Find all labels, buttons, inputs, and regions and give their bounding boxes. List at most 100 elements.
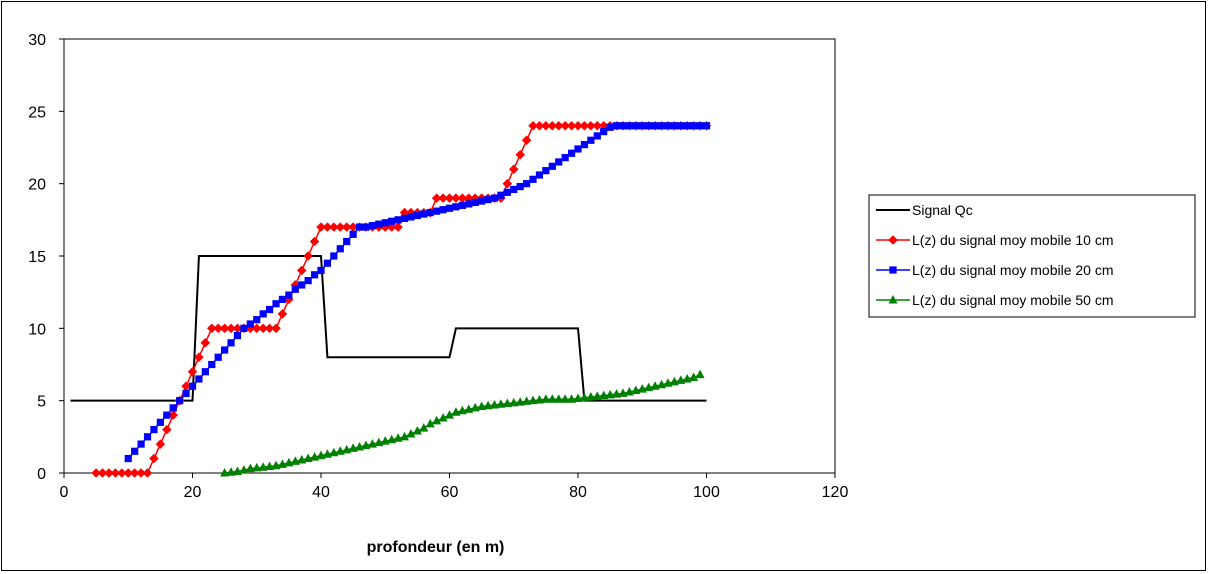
data-point (567, 149, 576, 157)
data-point (110, 468, 121, 478)
data-point (541, 394, 551, 403)
legend-item: Signal Qc (876, 202, 973, 218)
data-point (651, 122, 659, 130)
data-point (149, 453, 159, 464)
data-point (123, 468, 134, 478)
data-point (529, 175, 537, 183)
data-point (650, 381, 660, 390)
data-point (253, 316, 261, 324)
data-point (246, 320, 254, 328)
data-point (585, 120, 596, 131)
data-point (425, 418, 435, 428)
data-point (625, 122, 633, 130)
data-point (163, 411, 171, 419)
data-point (599, 390, 609, 400)
series-1 (70, 255, 707, 402)
data-point (316, 222, 326, 232)
data-point (342, 444, 352, 454)
data-point (272, 300, 280, 308)
data-point (586, 392, 596, 401)
data-point (298, 281, 306, 289)
data-point (528, 395, 538, 405)
data-point (515, 149, 526, 160)
data-point (497, 191, 505, 199)
data-point (663, 378, 673, 387)
data-point (510, 185, 518, 194)
data-point (361, 440, 371, 450)
series-4 (220, 369, 705, 477)
plot-area-border (63, 38, 836, 474)
data-point (406, 428, 416, 438)
data-point (258, 323, 269, 334)
data-point (245, 463, 255, 473)
data-point (695, 369, 705, 379)
data-point (407, 213, 415, 221)
data-point (534, 394, 544, 404)
data-point (290, 456, 300, 465)
data-point (477, 401, 487, 410)
data-point (219, 323, 230, 334)
data-point (618, 388, 628, 397)
data-point (393, 222, 403, 232)
legend-item: L(z) du signal moy mobile 50 cm (876, 292, 1114, 308)
data-point (631, 385, 641, 395)
data-point (104, 468, 114, 478)
data-point (284, 457, 294, 467)
data-point (328, 222, 339, 232)
legend-marker (888, 235, 898, 245)
x-tick-label: 40 (312, 484, 330, 501)
data-point (508, 164, 519, 175)
series-layer (70, 120, 712, 478)
y-tick-label: 30 (28, 32, 46, 49)
data-point (214, 353, 222, 361)
data-point (323, 259, 332, 267)
data-point (484, 195, 492, 204)
data-point (470, 402, 480, 412)
legend-label: Signal Qc (912, 202, 973, 218)
data-point (457, 405, 467, 415)
data-point (129, 468, 140, 478)
data-point (322, 449, 332, 458)
data-point (580, 141, 589, 149)
y-tick-label: 15 (28, 249, 46, 266)
data-point (176, 397, 184, 405)
data-point (303, 453, 313, 463)
legend-item: L(z) du signal moy mobile 10 cm (876, 232, 1114, 248)
data-point (534, 120, 545, 131)
data-point (362, 223, 370, 231)
data-point (600, 127, 608, 136)
data-point (632, 122, 640, 130)
data-point (136, 468, 146, 478)
y-tick-label: 20 (28, 177, 46, 194)
data-point (169, 404, 177, 412)
data-point (561, 154, 569, 162)
data-point (188, 382, 197, 390)
data-point (464, 404, 474, 413)
legend-marker (889, 266, 897, 274)
x-tick-label: 100 (693, 484, 720, 501)
data-point (309, 236, 320, 247)
y-tick-label: 0 (37, 466, 46, 483)
data-point (335, 222, 346, 232)
data-point (137, 440, 145, 448)
data-point (304, 276, 312, 285)
data-point (503, 188, 511, 196)
data-point (682, 373, 692, 383)
legend: Signal Qc L(z) du signal moy mobile 10 cm… (868, 194, 1196, 318)
data-point (451, 193, 461, 203)
data-point (452, 203, 460, 211)
data-point (573, 393, 583, 402)
x-tick-label: 120 (822, 484, 849, 501)
data-point (465, 200, 473, 208)
data-point (143, 433, 152, 441)
data-point (277, 309, 288, 319)
data-point (258, 462, 268, 471)
data-point (445, 410, 454, 419)
data-point (412, 426, 422, 435)
data-point (349, 230, 357, 238)
data-point (438, 413, 448, 422)
data-point (547, 394, 557, 403)
data-point (208, 360, 216, 369)
data-point (329, 447, 339, 457)
data-point (322, 222, 333, 232)
